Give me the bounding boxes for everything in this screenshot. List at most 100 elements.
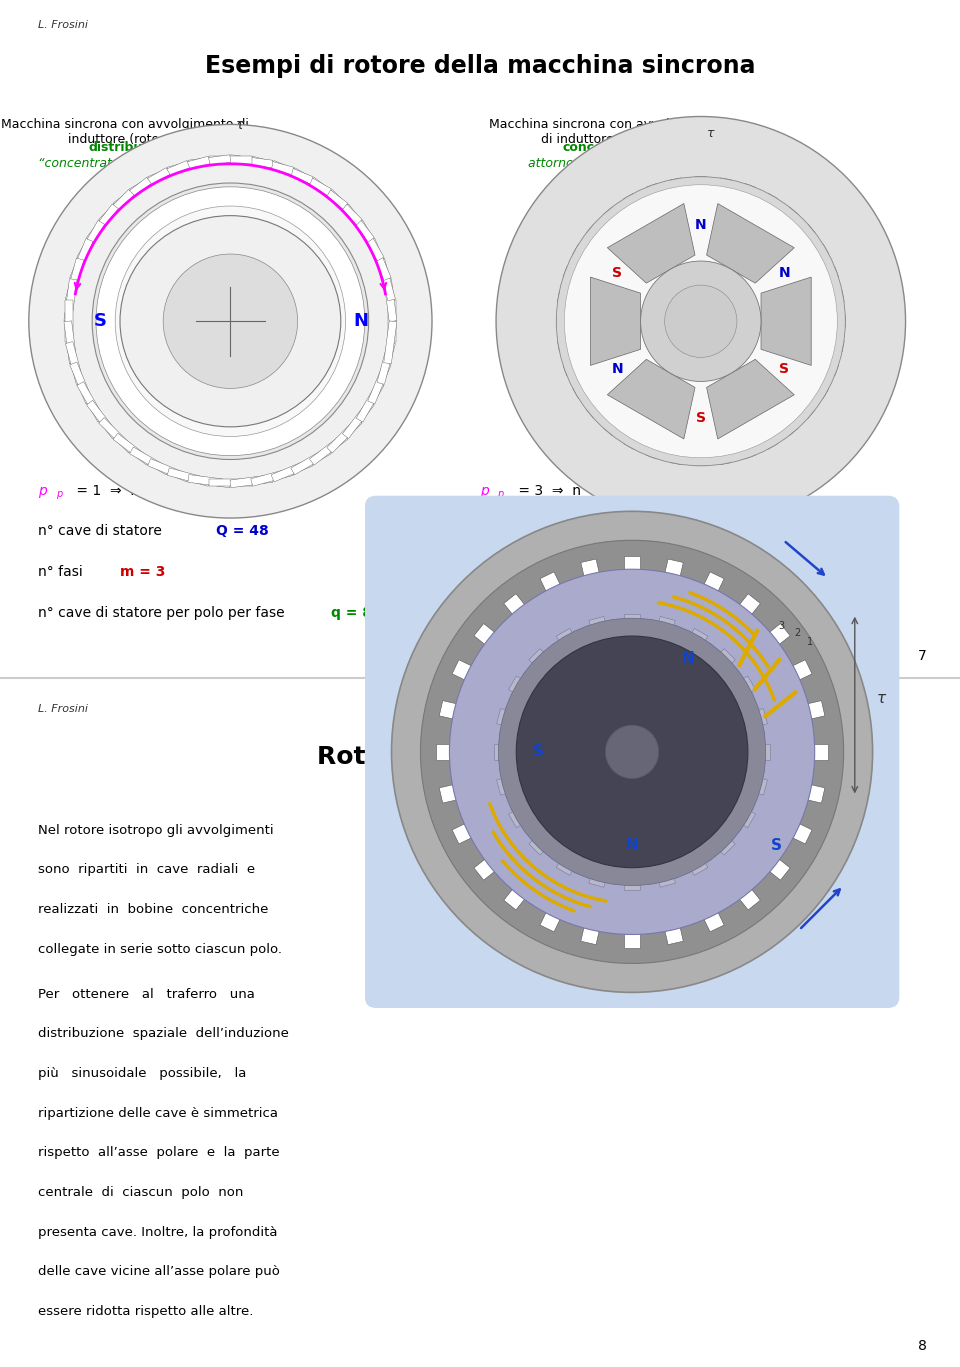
Circle shape <box>606 725 659 779</box>
Polygon shape <box>130 447 170 474</box>
Polygon shape <box>624 193 660 242</box>
Polygon shape <box>309 433 348 465</box>
Polygon shape <box>436 744 474 760</box>
Polygon shape <box>770 224 815 265</box>
Text: ≥ 2) :: ≥ 2) : <box>678 157 714 170</box>
Text: N: N <box>779 267 790 280</box>
Polygon shape <box>588 617 612 651</box>
Polygon shape <box>167 156 210 175</box>
Ellipse shape <box>120 216 341 427</box>
Polygon shape <box>590 278 640 365</box>
Polygon shape <box>581 905 605 945</box>
Polygon shape <box>113 178 152 209</box>
Polygon shape <box>504 871 540 910</box>
Text: realizzati  in  bobine  concentriche: realizzati in bobine concentriche <box>38 902 269 916</box>
Polygon shape <box>789 347 838 376</box>
Polygon shape <box>794 331 844 351</box>
Polygon shape <box>670 414 691 465</box>
Polygon shape <box>587 224 632 265</box>
Polygon shape <box>271 160 313 185</box>
Circle shape <box>92 183 369 459</box>
Text: n° cave di statore: n° cave di statore <box>38 525 167 539</box>
Polygon shape <box>70 239 93 280</box>
Polygon shape <box>64 279 77 321</box>
Polygon shape <box>188 154 230 168</box>
Text: p: p <box>175 164 180 175</box>
Text: N: N <box>612 362 623 376</box>
Text: = 3  ⇒  n° poli: = 3 ⇒ n° poli <box>514 484 621 498</box>
Polygon shape <box>784 701 825 725</box>
Polygon shape <box>209 478 252 487</box>
Polygon shape <box>230 154 273 168</box>
Polygon shape <box>148 458 190 483</box>
Text: sono  ripartiti  in  cave  radiali  e: sono ripartiti in cave radiali e <box>38 864 255 876</box>
Text: $\tau$: $\tau$ <box>235 118 245 133</box>
Polygon shape <box>624 401 660 450</box>
Text: 8: 8 <box>918 1340 926 1353</box>
Polygon shape <box>587 377 632 418</box>
Circle shape <box>96 187 365 455</box>
Polygon shape <box>742 193 778 242</box>
Polygon shape <box>384 279 396 321</box>
Circle shape <box>449 569 815 935</box>
Text: p: p <box>480 484 489 498</box>
Polygon shape <box>86 401 118 439</box>
Text: rispetto  all’asse  polare  e  la  parte: rispetto all’asse polare e la parte <box>38 1146 280 1159</box>
Polygon shape <box>86 204 118 242</box>
Polygon shape <box>356 220 384 261</box>
Text: S: S <box>771 838 782 853</box>
Polygon shape <box>604 206 644 253</box>
Ellipse shape <box>29 124 432 518</box>
Circle shape <box>564 185 837 458</box>
Polygon shape <box>780 245 828 280</box>
Polygon shape <box>343 204 374 242</box>
Polygon shape <box>529 649 562 682</box>
Circle shape <box>392 511 873 992</box>
Text: concentrato: concentrato <box>563 141 647 154</box>
Polygon shape <box>113 433 152 465</box>
Polygon shape <box>693 176 708 226</box>
Text: p: p <box>660 164 665 175</box>
Polygon shape <box>388 301 396 342</box>
Circle shape <box>516 636 748 868</box>
Polygon shape <box>742 401 778 450</box>
Circle shape <box>556 176 846 466</box>
Polygon shape <box>733 772 767 796</box>
Polygon shape <box>588 853 612 887</box>
Polygon shape <box>780 362 828 398</box>
Polygon shape <box>790 744 828 760</box>
Text: attorno ai poli salienti (p: attorno ai poli salienti (p <box>528 157 682 170</box>
Polygon shape <box>564 347 612 376</box>
Polygon shape <box>727 183 756 234</box>
Text: $\tau$: $\tau$ <box>706 127 715 139</box>
Text: n° cave di statore: n° cave di statore <box>480 525 609 539</box>
Polygon shape <box>652 617 675 651</box>
Polygon shape <box>721 798 756 827</box>
Polygon shape <box>679 629 708 663</box>
Polygon shape <box>761 278 811 365</box>
Polygon shape <box>784 779 825 802</box>
Text: 3: 3 <box>779 622 784 632</box>
Polygon shape <box>797 313 846 329</box>
Polygon shape <box>604 390 644 436</box>
Polygon shape <box>309 178 348 209</box>
Polygon shape <box>608 204 695 283</box>
Polygon shape <box>271 458 313 483</box>
Polygon shape <box>660 905 684 945</box>
Text: n° cave di statore per polo per fase: n° cave di statore per polo per fase <box>480 606 731 619</box>
Polygon shape <box>368 239 391 280</box>
Polygon shape <box>624 858 640 890</box>
Text: Esempi di rotore della macchina sincrona: Esempi di rotore della macchina sincrona <box>204 55 756 78</box>
Text: N: N <box>682 651 694 666</box>
Text: distribuito: distribuito <box>88 141 161 154</box>
Circle shape <box>496 116 905 526</box>
Polygon shape <box>670 178 691 228</box>
Polygon shape <box>707 204 794 283</box>
Text: p = 6: p = 6 <box>619 484 660 498</box>
Text: centrale  di  ciascun  polo  non: centrale di ciascun polo non <box>38 1185 244 1199</box>
Polygon shape <box>558 331 608 351</box>
Text: distribuzione  spaziale  dell’induzione: distribuzione spaziale dell’induzione <box>38 1028 289 1040</box>
Polygon shape <box>77 381 105 422</box>
Polygon shape <box>291 447 331 474</box>
Polygon shape <box>504 593 540 633</box>
